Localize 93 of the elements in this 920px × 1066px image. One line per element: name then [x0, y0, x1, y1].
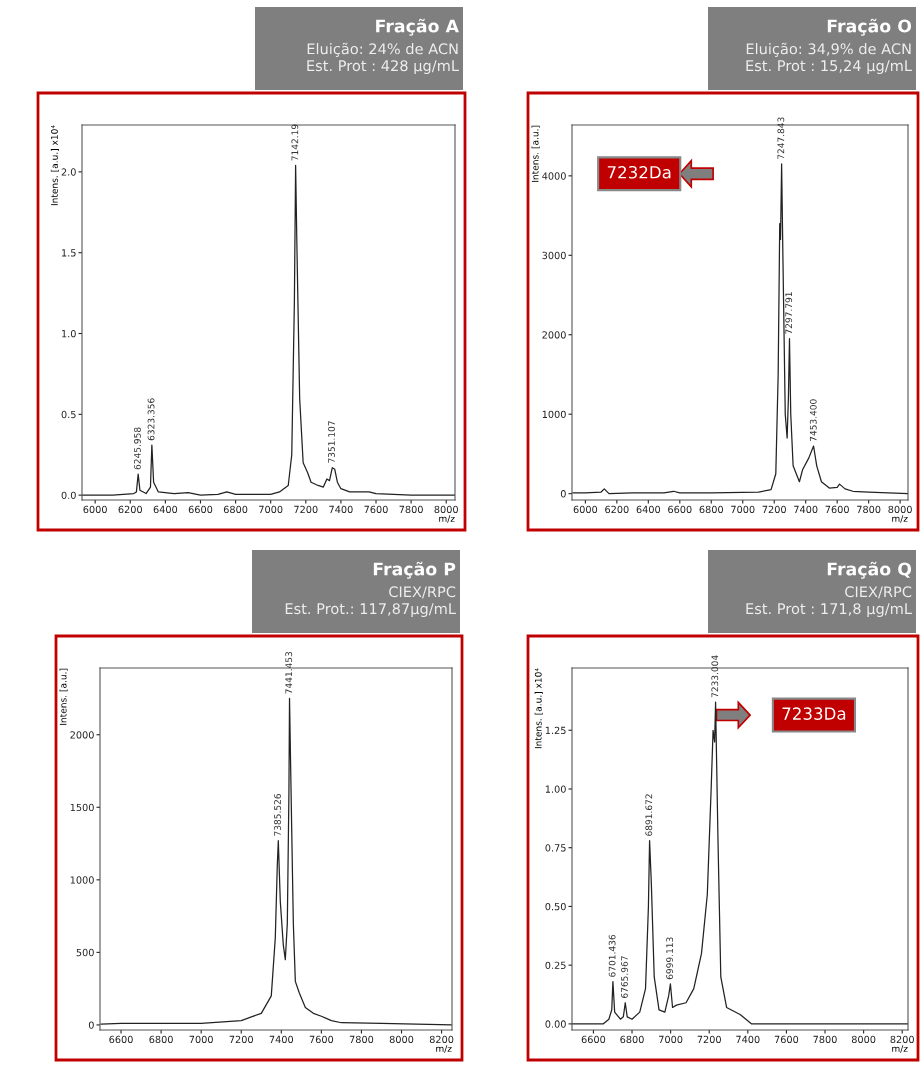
- x-tick-label: 8000: [851, 1035, 876, 1044]
- annotation: 6245.958: [133, 427, 141, 470]
- x-tick-label: 7800: [399, 505, 423, 514]
- y-tick-label: 1.5: [62, 249, 76, 257]
- x-tick-label: 6600: [581, 1035, 606, 1044]
- x-tick-label: 7200: [697, 1035, 721, 1044]
- chart-subtitle: CIEX/RPC Est. Prot.: 117,87µg/mL: [285, 586, 456, 617]
- x-tick-label: 7400: [736, 1035, 760, 1044]
- x-tick-label: 6000: [83, 505, 107, 514]
- x-tick-label: 7000: [659, 1035, 683, 1044]
- x-tick-label: 6800: [223, 505, 248, 514]
- x-tick-label: 8200: [890, 1035, 914, 1044]
- x-tick-label: 6800: [149, 1035, 173, 1044]
- annotation: 6891.672: [645, 794, 653, 836]
- x-tick-label: 6800: [699, 505, 723, 514]
- x-tick-label: 7400: [794, 505, 818, 514]
- y-axis-title: Intens. [a.u.] x10⁴: [534, 668, 543, 749]
- y-tick-label: 0.50: [545, 902, 566, 911]
- x-tick-label: 7200: [229, 1035, 253, 1044]
- chart-title: Fração A: [376, 18, 459, 36]
- x-tick-label: 8000: [434, 505, 458, 514]
- annotation: 7233.004: [711, 655, 719, 698]
- annotation: 7232Da: [607, 165, 671, 179]
- y-tick-label: 0.25: [545, 961, 566, 969]
- annotation: 7297.791: [785, 292, 793, 334]
- x-axis-title: m/z: [436, 1045, 452, 1053]
- annotation: 6701.436: [608, 934, 616, 977]
- x-axis-title: m/z: [892, 515, 908, 523]
- chart-title: Fração O: [827, 18, 912, 36]
- chart-title: Fração P: [373, 561, 456, 579]
- x-tick-label: 8000: [888, 505, 912, 514]
- annotation: 6765.967: [621, 956, 628, 998]
- x-axis-title: m/z: [892, 1045, 908, 1053]
- y-axis-title: Intens. [a.u.] x10⁴: [50, 125, 59, 206]
- x-tick-label: 6200: [605, 505, 629, 514]
- y-tick-label: 1000: [70, 876, 94, 884]
- x-tick-label: 6800: [620, 1035, 644, 1044]
- y-tick-label: 0: [560, 490, 566, 498]
- annotation: 7142.19: [291, 124, 299, 161]
- y-tick-label: 2000: [542, 331, 566, 339]
- annotation: 6323.356: [147, 398, 155, 441]
- x-tick-label: 6600: [109, 1035, 133, 1044]
- x-axis-title: m/z: [439, 515, 455, 523]
- y-tick-label: 0: [88, 1021, 94, 1029]
- y-tick-label: 1500: [70, 803, 94, 812]
- x-tick-label: 6200: [118, 505, 142, 514]
- x-tick-label: 6400: [153, 505, 178, 514]
- x-tick-label: 7000: [189, 1035, 213, 1044]
- x-tick-label: 8000: [389, 1035, 414, 1044]
- annotation: 7385.526: [274, 793, 281, 836]
- x-tick-label: 7200: [762, 505, 786, 514]
- y-tick-label: 0.75: [545, 844, 566, 852]
- y-tick-label: 4000: [542, 172, 566, 180]
- annotation: 7441.453: [285, 651, 293, 694]
- annotation: 7351.107: [328, 421, 335, 463]
- y-axis-title: Intens. [a.u.]: [59, 668, 68, 725]
- x-tick-label: 7600: [364, 505, 388, 514]
- x-tick-label: 7400: [329, 505, 353, 514]
- x-tick-label: 7600: [825, 505, 849, 514]
- y-tick-label: 2000: [70, 731, 94, 739]
- annotation: 6999.113: [666, 937, 674, 980]
- x-tick-label: 7000: [259, 505, 283, 514]
- x-tick-label: 7800: [349, 1035, 374, 1044]
- x-tick-label: 7600: [309, 1035, 334, 1044]
- annotation: 7233Da: [782, 707, 846, 720]
- x-tick-label: 6000: [573, 505, 598, 514]
- x-tick-label: 8200: [429, 1035, 454, 1044]
- y-axis-title: Intens. [a.u.]: [531, 125, 540, 182]
- x-tick-label: 7800: [813, 1035, 837, 1044]
- chart-subtitle: CIEX/RPC Est. Prot : 171,8 µg/mL: [746, 586, 912, 617]
- x-tick-label: 7000: [731, 505, 755, 514]
- x-tick-label: 7400: [269, 1035, 294, 1044]
- y-tick-label: 500: [76, 948, 94, 957]
- annotation: 7247.843: [777, 117, 785, 160]
- y-tick-label: 1.00: [545, 785, 566, 793]
- y-tick-label: 0.0: [61, 491, 76, 499]
- y-tick-label: 1.0: [62, 329, 76, 338]
- x-tick-label: 7200: [294, 505, 318, 514]
- chart-subtitle: Eluição: 34,9% de ACN Est. Prot : 15,24 µg/mL: [746, 42, 912, 75]
- y-tick-label: 0.5: [61, 410, 76, 419]
- chart-title: Fração Q: [827, 561, 912, 579]
- y-tick-label: 3000: [542, 251, 566, 260]
- x-tick-label: 6600: [668, 505, 692, 514]
- y-tick-label: 2.0: [61, 168, 76, 176]
- y-tick-label: 1000: [542, 410, 566, 419]
- y-tick-label: 1.25: [545, 726, 566, 735]
- x-tick-label: 7800: [857, 505, 881, 514]
- chart-subtitle: Eluição: 24% de ACN Est. Prot : 428 µg/mL: [307, 42, 459, 75]
- x-tick-label: 6400: [636, 505, 661, 514]
- x-tick-label: 7600: [774, 1035, 799, 1044]
- y-tick-label: 0.00: [545, 1020, 566, 1028]
- annotation: 7453.400: [809, 399, 817, 442]
- x-tick-label: 6600: [188, 505, 213, 514]
